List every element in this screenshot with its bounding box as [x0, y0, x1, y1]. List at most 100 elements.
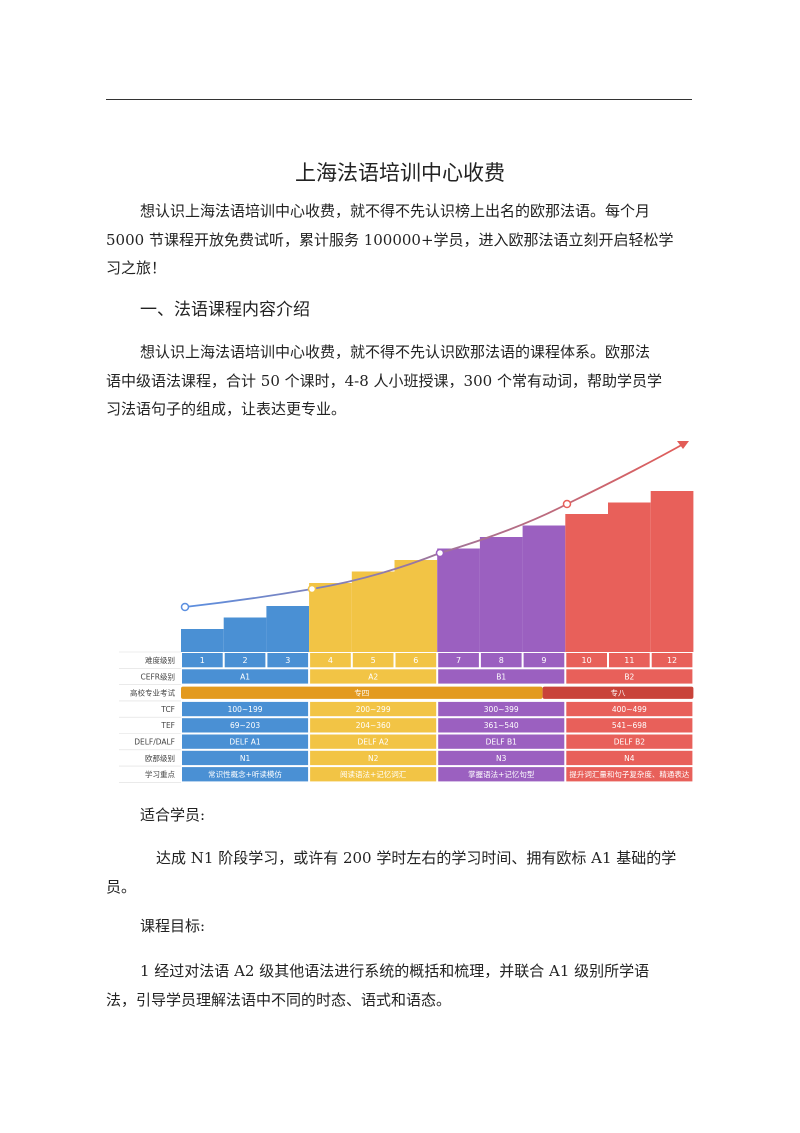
exam-cell: [542, 686, 694, 699]
cefr-cell: [310, 669, 437, 684]
tcf-cell: [566, 701, 693, 717]
ouna-label: N1: [240, 754, 251, 763]
section1-line-2: 语中级语法课程，合计 50 个课时，4-8 人小班授课，300 个常有动词，帮助…: [106, 371, 662, 390]
goal-line-1: 1 经过对法语 A2 级其他语法进行系统的概括和梳理，并联合 A1 级别所学语: [140, 962, 650, 980]
difficulty-cell: [267, 653, 309, 668]
exam-cell: [181, 686, 543, 699]
focus-cell: [182, 767, 309, 782]
focus-cell: [438, 767, 565, 782]
cefr-label: A2: [368, 672, 378, 681]
trend-marker: [307, 584, 317, 594]
chart-bar: [181, 629, 224, 652]
chart-bar: [522, 525, 566, 652]
row-label: 难度级别: [145, 655, 175, 665]
ouna-label: N4: [624, 754, 635, 763]
difficulty-cell: [310, 653, 351, 668]
difficulty-cell: [480, 653, 522, 668]
section1-line-3: 习法语句子的组成，让表达更专业。: [106, 400, 347, 418]
exam-label: 专八: [611, 688, 626, 698]
difficulty-cell: [438, 653, 479, 668]
cefr-label: A1: [240, 672, 250, 681]
delf-cell: [438, 734, 565, 749]
delf-label: DELF A1: [229, 738, 261, 747]
chart-bar: [437, 548, 480, 652]
exam-label: 专四: [354, 688, 369, 698]
delf-cell: [182, 734, 309, 749]
cefr-cell: [566, 669, 693, 684]
difficulty-cell: [224, 653, 266, 668]
difficulty-label: 3: [285, 656, 290, 665]
difficulty-label: 5: [371, 656, 376, 665]
ouna-label: N3: [496, 754, 507, 763]
chart-bar: [650, 491, 694, 652]
tcf-label: 300~399: [484, 705, 519, 714]
focus-label: 常识性概念+听读模仿: [208, 769, 282, 779]
tef-cell: [310, 718, 437, 733]
header-rule: [106, 99, 692, 100]
section1-paragraph: 想认识上海法语培训中心收费，就不得不先认识欧那法语的课程体系。欧那法 语中级语法…: [106, 338, 692, 424]
chart-bar: [479, 537, 523, 652]
ouna-cell: [566, 750, 693, 766]
page-title: 上海法语培训中心收费: [295, 161, 505, 185]
chart-bar: [608, 502, 651, 652]
delf-cell: [310, 734, 437, 749]
difficulty-label: 4: [328, 656, 333, 665]
intro-line-1: 想认识上海法语培训中心收费，就不得不先认识榜上出名的欧那法语。每个月: [140, 202, 651, 220]
difficulty-label: 1: [200, 656, 205, 665]
delf-label: DELF B2: [614, 738, 646, 747]
focus-label: 掌握语法+记忆句型: [468, 769, 535, 779]
row-label: DELF/DALF: [134, 738, 175, 747]
goal-label: 课程目标:: [140, 917, 206, 935]
tcf-cell: [310, 701, 437, 717]
chart-bar: [394, 560, 438, 652]
intro-paragraph: 想认识上海法语培训中心收费，就不得不先认识榜上出名的欧那法语。每个月 5000 …: [106, 197, 692, 283]
tcf-label: 400~499: [612, 705, 647, 714]
tcf-cell: [438, 701, 565, 717]
row-label: 欧那级别: [145, 753, 175, 763]
row-label: CEFR级别: [140, 671, 175, 681]
row-label: 高校专业考试: [130, 688, 175, 698]
cefr-cell: [182, 669, 309, 684]
suitable-paragraph: 达成 N1 阶段学习，或许有 200 学时左右的学习时间、拥有欧标 A1 基础的…: [106, 844, 692, 901]
difficulty-label: 11: [624, 656, 634, 665]
goal-paragraph: 1 经过对法语 A2 级其他语法进行系统的概括和梳理，并联合 A1 级别所学语 …: [106, 957, 692, 1014]
suitable-label: 适合学员:: [140, 806, 206, 824]
difficulty-label: 2: [243, 656, 248, 665]
trend-marker: [562, 499, 572, 509]
delf-cell: [566, 734, 693, 749]
difficulty-label: 7: [456, 656, 461, 665]
tef-label: 69~203: [230, 721, 260, 730]
chart-bar: [565, 514, 608, 652]
tcf-cell: [182, 701, 309, 717]
intro-line-3: 习之旅！: [106, 259, 167, 277]
difficulty-cell: [523, 653, 565, 668]
difficulty-cell: [395, 653, 437, 668]
focus-cell: [310, 767, 437, 782]
difficulty-cell: [182, 653, 223, 668]
trend-marker: [180, 602, 190, 612]
cefr-label: B1: [496, 672, 506, 681]
focus-label: 阅读语法+记忆词汇: [340, 769, 407, 779]
chart-bar: [266, 606, 310, 652]
trend-marker: [435, 548, 445, 558]
tcf-label: 100~199: [228, 705, 263, 714]
difficulty-label: 12: [667, 656, 677, 665]
ouna-cell: [182, 750, 309, 766]
cefr-label: B2: [624, 672, 634, 681]
cefr-cell: [438, 669, 565, 684]
difficulty-cell: [352, 653, 394, 668]
goal-line-2: 法，引导学员理解法语中不同的时态、语式和语态。: [106, 990, 452, 1009]
trend-arrowhead: [677, 441, 689, 449]
ouna-cell: [310, 750, 437, 766]
tcf-label: 200~299: [356, 705, 391, 714]
tef-cell: [566, 718, 693, 733]
delf-label: DELF A2: [358, 738, 390, 747]
tef-cell: [438, 718, 565, 733]
difficulty-label: 8: [499, 656, 504, 665]
chart-bar: [223, 617, 267, 652]
delf-label: DELF B1: [486, 738, 518, 747]
section1-line-1: 想认识上海法语培训中心收费，就不得不先认识欧那法语的课程体系。欧那法: [140, 343, 651, 361]
row-label: TEF: [160, 721, 175, 730]
focus-label: 提升词汇量和句子复杂度、精通表达: [569, 769, 689, 779]
